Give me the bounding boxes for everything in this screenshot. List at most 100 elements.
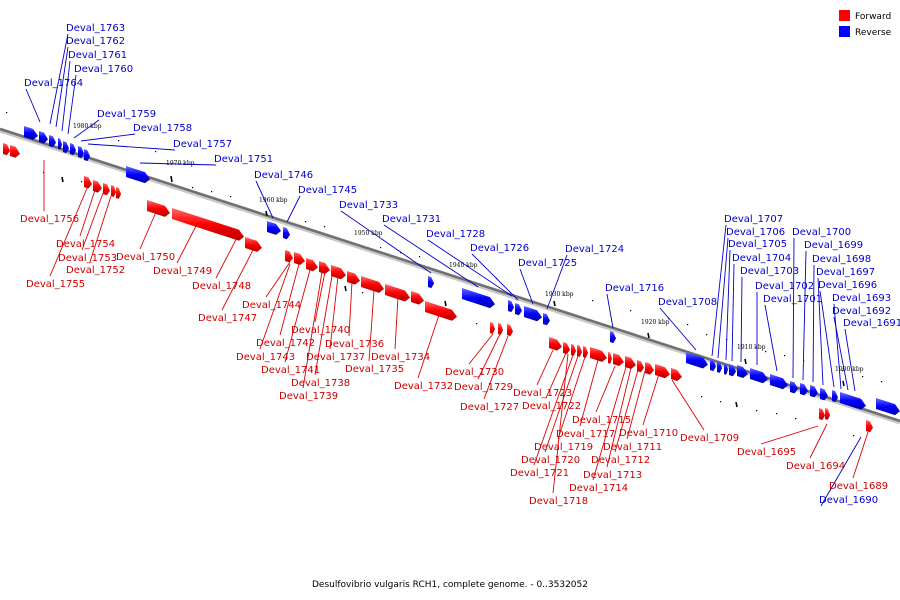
gene-label: Deval_1701 [763, 294, 822, 305]
label-leader-line [340, 210, 432, 274]
minor-dot [701, 396, 703, 398]
forward-gene-arrow [103, 183, 110, 196]
label-leader-line [802, 250, 807, 381]
label-leader-line [592, 366, 627, 481]
gene-label: Deval_1699 [804, 240, 863, 251]
tick-label: 1940 kbp [449, 262, 478, 269]
tick-label: 1970 kbp [166, 160, 195, 167]
label-leader-line [49, 33, 69, 125]
reverse-gene-arrow [515, 303, 522, 316]
reverse-gene-arrow [39, 131, 48, 144]
label-leader-line [711, 224, 727, 357]
gene-label: Deval_1696 [818, 280, 877, 291]
label-leader-line [606, 293, 614, 329]
gene-label: Deval_1717 [556, 429, 615, 440]
minor-dot [118, 140, 120, 142]
reverse-gene-arrow [737, 365, 748, 378]
reverse-gene-arrow [686, 352, 708, 369]
gene-label: Deval_1737 [306, 352, 365, 363]
minor-dot [687, 324, 689, 326]
gene-label: Deval_1732 [394, 381, 453, 392]
reverse-gene-arrow [63, 141, 69, 154]
gene-label: Deval_1723 [513, 388, 572, 399]
gene-label: Deval_1750 [116, 252, 175, 263]
gene-label: Deval_1755 [26, 279, 85, 290]
forward-gene-arrow [347, 271, 360, 285]
label-leader-line [427, 239, 513, 297]
label-leader-line [760, 425, 819, 445]
gene-label: Deval_1746 [254, 170, 313, 181]
label-leader-line [740, 276, 743, 363]
minor-dot [81, 181, 83, 183]
gene-label: Deval_1748 [192, 281, 251, 292]
label-leader-line [595, 365, 616, 413]
gene-label: Deval_1704 [732, 253, 791, 264]
label-leader-line [642, 373, 660, 426]
reverse-gene-arrow [710, 359, 716, 372]
legend-forward-swatch [839, 10, 850, 21]
tick-label: 1960 kbp [259, 197, 288, 204]
label-leader-line [819, 290, 835, 388]
legend-reverse-label: Reverse [855, 28, 892, 38]
gene-label: Deval_1708 [658, 297, 717, 308]
minor-dot [776, 413, 778, 415]
reverse-gene-arrow [724, 363, 728, 375]
gene-label: Deval_1749 [153, 266, 212, 277]
forward-gene-arrow [111, 185, 116, 197]
reverse-gene-arrow [49, 135, 56, 148]
reverse-gene-arrow [810, 385, 818, 398]
minor-dot [756, 410, 758, 412]
forward-gene-arrow [147, 200, 170, 217]
label-leader-line [265, 261, 291, 298]
gene-label: Deval_1726 [470, 243, 529, 254]
label-leader-line [671, 379, 705, 431]
reverse-gene-arrow [428, 276, 434, 289]
tick-mark [842, 380, 845, 387]
label-leader-line [221, 249, 254, 311]
label-leader-line [314, 271, 326, 323]
label-leader-line [764, 304, 778, 372]
minor-dot [706, 334, 708, 336]
gene-label: Deval_1720 [521, 455, 580, 466]
gene-label: Deval_1741 [261, 365, 320, 376]
label-leader-line [368, 289, 375, 362]
label-leader-line [394, 296, 399, 350]
tick-label: 1950 kbp [354, 230, 383, 237]
forward-gene-arrow [490, 322, 495, 334]
forward-gene-arrow [825, 408, 830, 420]
gene-label: Deval_1725 [518, 258, 577, 269]
gene-label: Deval_1706 [726, 227, 785, 238]
forward-gene-arrow [285, 250, 293, 263]
gene-label: Deval_1735 [345, 364, 404, 375]
minor-dot [305, 221, 307, 223]
label-leader-line [557, 356, 586, 440]
label-leader-line [545, 352, 567, 399]
label-leader-line [717, 237, 729, 359]
label-leader-line [383, 224, 479, 288]
gene-label: Deval_1698 [812, 254, 871, 265]
label-leader-line [614, 369, 639, 453]
reverse-gene-arrow [283, 227, 290, 240]
reverse-gene-arrow [876, 398, 900, 416]
forward-gene-arrow [571, 344, 576, 356]
label-leader-line [626, 370, 646, 440]
minor-dot [155, 151, 157, 153]
tick-mark [553, 300, 556, 307]
gene-features [3, 126, 900, 433]
gene-label: Deval_1739 [279, 391, 338, 402]
gene-label: Deval_1763 [66, 23, 125, 34]
forward-gene-arrow [172, 208, 244, 241]
forward-gene-arrow [608, 352, 612, 364]
gene-label: Deval_1760 [74, 64, 133, 75]
reverse-gene-arrow [820, 388, 828, 401]
minor-dot [795, 418, 797, 420]
label-leader-line [533, 354, 574, 466]
label-leader-line [546, 254, 568, 310]
minor-dot [881, 381, 883, 383]
minor-dot [6, 112, 8, 114]
tick-mark [647, 332, 650, 339]
gene-label: Deval_1697 [816, 267, 875, 278]
gene-label: Deval_1694 [786, 461, 845, 472]
gene-label: Deval_1713 [583, 470, 642, 481]
